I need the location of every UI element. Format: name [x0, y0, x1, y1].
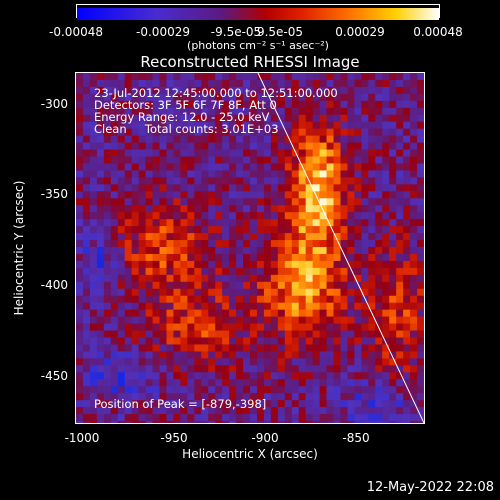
colorbar-tick-3: -9.5e-05: [210, 25, 262, 39]
ytick-label: -300: [40, 97, 68, 111]
heatmap-image: [76, 73, 424, 423]
colorbar-tick-6: 0.00048: [413, 25, 463, 39]
colorbar-tick-5: 0.00029: [335, 25, 385, 39]
time-range-label: 23-Jul-2012 12:45:00.000 to 12:51:00.000: [94, 86, 338, 100]
energy-range-label: Energy Range: 12.0 - 25.0 keV: [94, 110, 270, 124]
timestamp: 12-May-2022 22:08: [366, 480, 494, 495]
colorbar-units: (photons cm⁻² s⁻¹ asec⁻²): [187, 39, 329, 52]
solar-limb-line: [257, 73, 424, 423]
ytick-label: -400: [40, 278, 68, 292]
peak-position-label: Position of Peak = [-879,-398]: [94, 397, 267, 411]
colorbar-tick-4: 9.5e-05: [256, 25, 304, 39]
x-axis-label: Heliocentric X (arcsec): [182, 447, 318, 461]
plot-title: Reconstructed RHESSI Image: [140, 53, 360, 71]
colorbar-tick-2: -0.00029: [136, 25, 190, 39]
xtick-label: -900: [251, 431, 279, 445]
method-counts-label: Clean Total counts: 3.01E+03: [94, 122, 279, 136]
ytick-label: -450: [40, 369, 68, 383]
colorbar-gradient: [77, 8, 439, 20]
xtick-label: -1000: [64, 431, 100, 445]
xtick-label: -850: [342, 431, 370, 445]
colorbar-tick-1: -0.00048: [49, 25, 103, 39]
y-axis-label: Heliocentric Y (arcsec): [12, 180, 26, 316]
colorbar: [76, 4, 440, 20]
image-plot: [75, 72, 425, 424]
ytick-label: -350: [40, 187, 68, 201]
xtick-label: -950: [160, 431, 188, 445]
detectors-label: Detectors: 3F 5F 6F 7F 8F, Att 0: [94, 98, 277, 112]
